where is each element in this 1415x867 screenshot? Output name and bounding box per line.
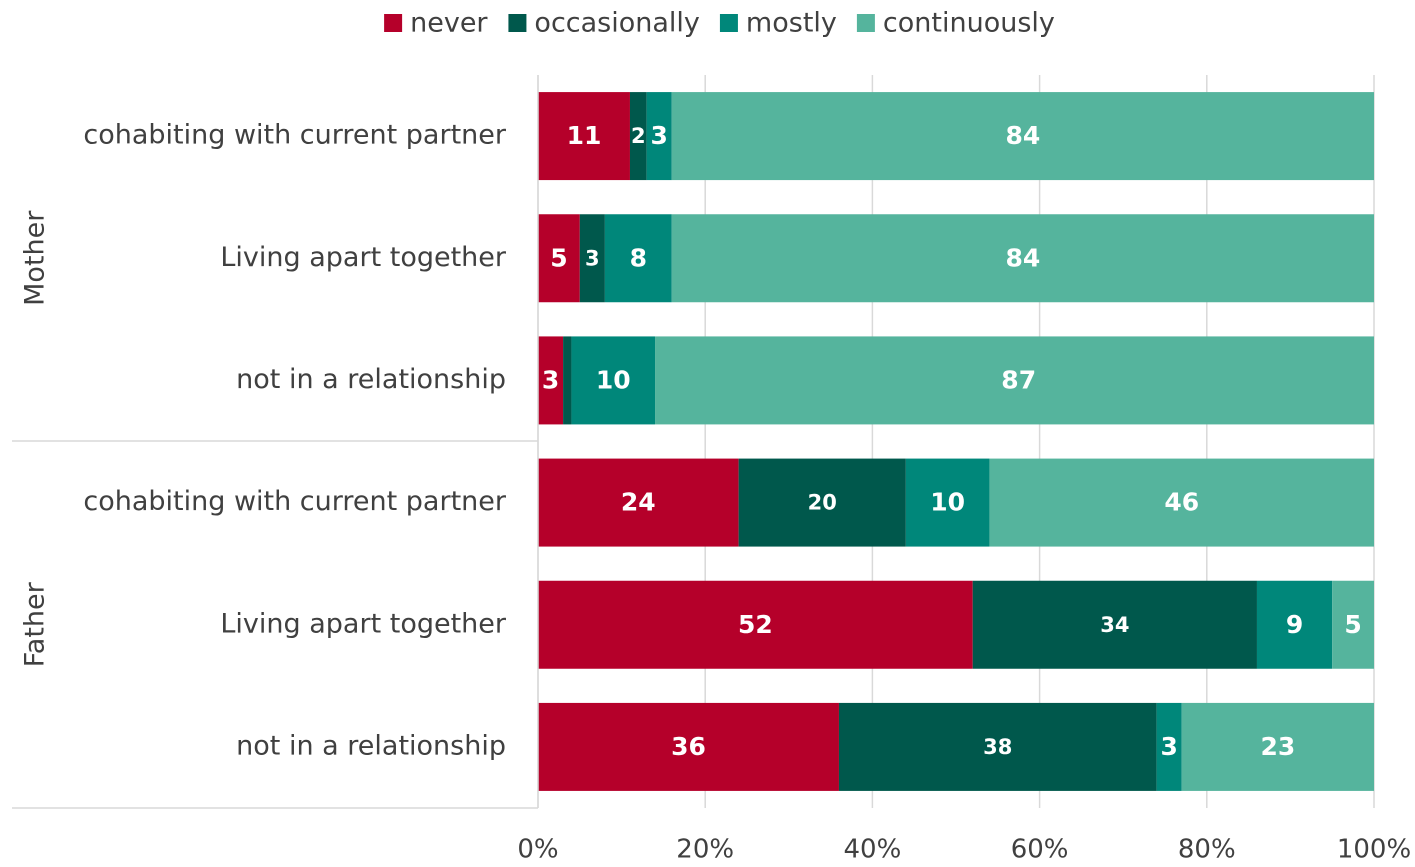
bar-segment xyxy=(905,458,990,547)
bar-segment xyxy=(655,336,1374,425)
bar-segment xyxy=(1181,702,1374,791)
legend-item: mostly xyxy=(719,8,837,39)
data-label: 24 xyxy=(621,488,656,517)
bar-segment xyxy=(571,336,656,425)
bar-segment xyxy=(579,214,605,303)
data-label: 20 xyxy=(808,491,837,515)
data-label: 8 xyxy=(630,243,647,272)
data-label: 23 xyxy=(1260,732,1295,761)
data-label: 11 xyxy=(567,121,602,150)
bar-segment xyxy=(538,214,580,303)
x-tick-label: 100% xyxy=(1337,835,1411,865)
bar-segment xyxy=(1332,580,1374,669)
legend-label: continuously xyxy=(883,8,1055,39)
x-tick-label: 80% xyxy=(1178,835,1236,865)
legend-swatch xyxy=(508,14,527,32)
group-label: Father xyxy=(20,581,51,667)
data-label: 10 xyxy=(930,488,965,517)
y-tick-label: Living apart together xyxy=(220,242,507,273)
data-label: 52 xyxy=(738,610,773,639)
data-label: 46 xyxy=(1164,488,1199,517)
labels: 0% 20% 40% 60% 80% 100% Mother Father cohabiting… xyxy=(20,8,1412,865)
data-label: 84 xyxy=(1005,121,1040,150)
data-label: 3 xyxy=(651,121,668,150)
bar-segment xyxy=(838,702,1157,791)
data-label: 5 xyxy=(550,243,567,272)
y-tick-label: Living apart together xyxy=(220,608,507,639)
bar-segment xyxy=(1256,580,1333,669)
legend-swatch xyxy=(719,14,738,32)
bars xyxy=(538,92,1374,791)
data-label: 9 xyxy=(1286,610,1303,639)
bar-segment xyxy=(538,702,839,791)
bar-segment xyxy=(538,458,739,547)
bar-segment xyxy=(671,214,1374,303)
data-label: 3 xyxy=(585,246,600,270)
bar-segment xyxy=(538,92,630,181)
bar-segment xyxy=(538,336,564,425)
bar-segment xyxy=(563,336,572,425)
bar-segment xyxy=(738,458,906,547)
bar-segment xyxy=(629,92,647,181)
grid xyxy=(537,75,1375,808)
bar-segment xyxy=(671,92,1374,181)
x-tick-label: 40% xyxy=(844,835,902,865)
legend-label: occasionally xyxy=(534,8,700,39)
x-tick-label: 60% xyxy=(1011,835,1069,865)
data-label: 3 xyxy=(542,365,559,394)
bar-segment xyxy=(972,580,1257,669)
data-label: 87 xyxy=(1001,365,1036,394)
legend-label: never xyxy=(410,8,488,39)
bar-segment xyxy=(989,458,1374,547)
legend-swatch xyxy=(856,14,875,32)
data-label: 38 xyxy=(983,735,1012,759)
data-label: 3 xyxy=(1160,732,1177,761)
data-label: 5 xyxy=(1344,610,1361,639)
data-label: 84 xyxy=(1005,243,1040,272)
data-label: 10 xyxy=(596,365,631,394)
legend-item: occasionally xyxy=(508,8,700,39)
legend-swatch xyxy=(384,14,403,32)
y-tick-label: cohabiting with current partner xyxy=(83,120,507,151)
legend-label: mostly xyxy=(746,8,837,39)
data-label: 36 xyxy=(671,732,706,761)
group-label: Mother xyxy=(20,210,51,306)
y-tick-label: not in a relationship xyxy=(236,364,506,395)
data-label: 2 xyxy=(631,124,646,148)
data-label: 34 xyxy=(1100,613,1129,637)
y-tick-label: cohabiting with current partner xyxy=(83,486,507,517)
bar-segment xyxy=(1156,702,1182,791)
x-tick-label: 0% xyxy=(517,835,558,865)
bar-segment xyxy=(538,580,973,669)
x-tick-label: 20% xyxy=(676,835,734,865)
bar-segment xyxy=(646,92,672,181)
legend-item: continuously xyxy=(856,8,1055,39)
bar-segment xyxy=(604,214,672,303)
legend-item: never xyxy=(384,8,488,39)
y-tick-label: not in a relationship xyxy=(236,730,506,761)
